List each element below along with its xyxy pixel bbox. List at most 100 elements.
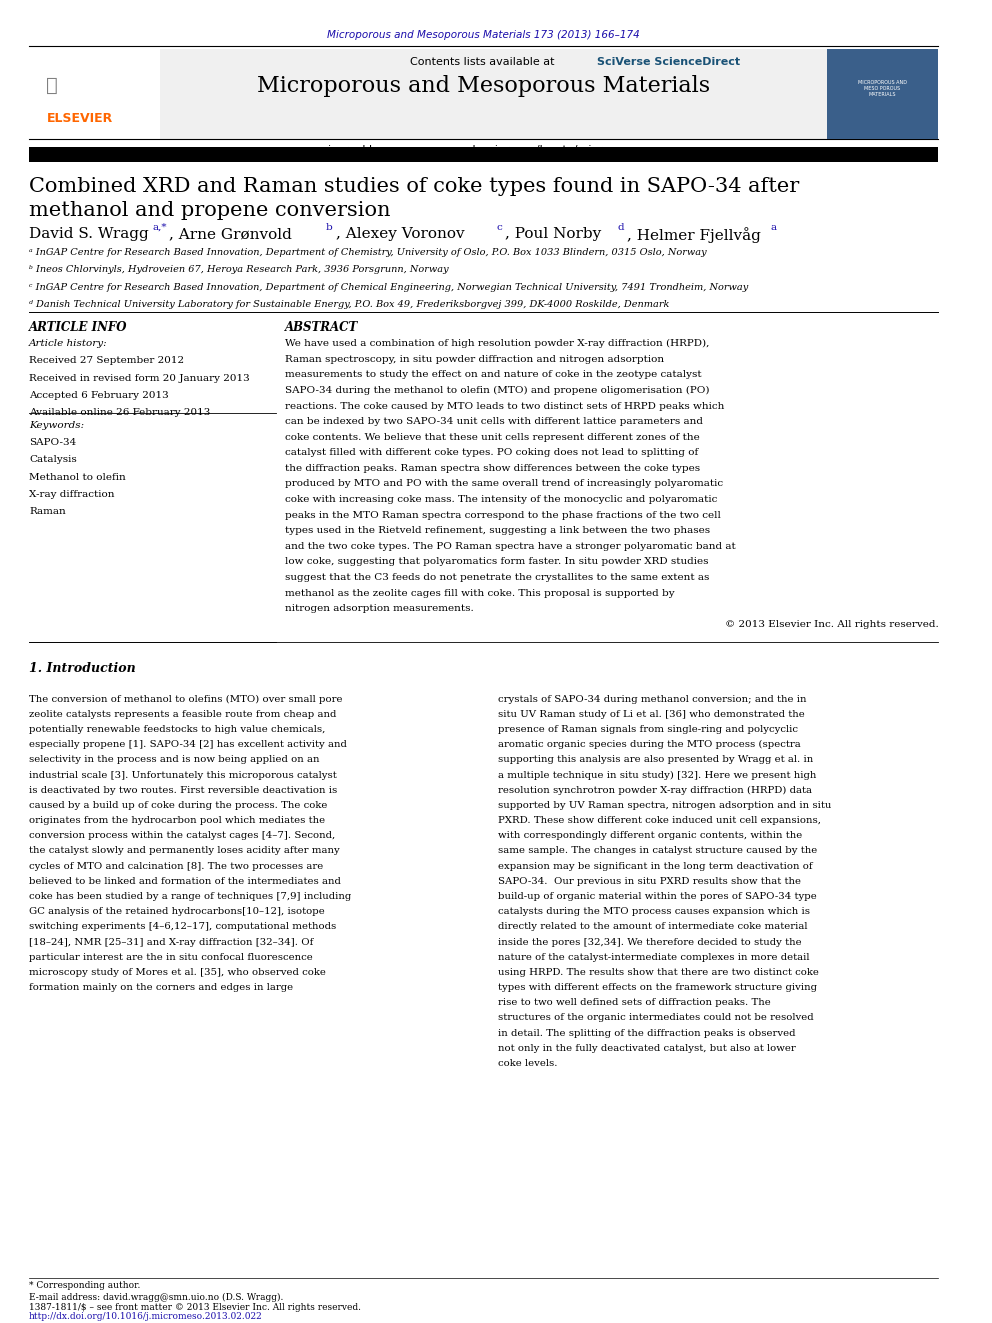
Text: and the two coke types. The PO Raman spectra have a stronger polyaromatic band a: and the two coke types. The PO Raman spe… (286, 542, 736, 550)
Text: X-ray diffraction: X-ray diffraction (29, 490, 114, 499)
Text: supported by UV Raman spectra, nitrogen adsorption and in situ: supported by UV Raman spectra, nitrogen … (498, 800, 831, 810)
Text: coke has been studied by a range of techniques [7,9] including: coke has been studied by a range of tech… (29, 892, 351, 901)
Text: measurements to study the effect on and nature of coke in the zeotype catalyst: measurements to study the effect on and … (286, 370, 702, 380)
Text: Methanol to olefin: Methanol to olefin (29, 472, 126, 482)
Text: formation mainly on the corners and edges in large: formation mainly on the corners and edge… (29, 983, 294, 992)
Text: , Poul Norby: , Poul Norby (505, 228, 601, 241)
Text: ABSTRACT: ABSTRACT (286, 320, 359, 333)
Text: E-mail address: david.wragg@smn.uio.no (D.S. Wragg).: E-mail address: david.wragg@smn.uio.no (… (29, 1293, 284, 1302)
Text: SciVerse ScienceDirect: SciVerse ScienceDirect (597, 57, 740, 66)
Text: build-up of organic material within the pores of SAPO-34 type: build-up of organic material within the … (498, 892, 817, 901)
Text: , Alexey Voronov: , Alexey Voronov (335, 228, 464, 241)
Text: methanol and propene conversion: methanol and propene conversion (29, 201, 391, 220)
Text: ELSEVIER: ELSEVIER (47, 112, 113, 126)
Text: coke with increasing coke mass. The intensity of the monocyclic and polyaromatic: coke with increasing coke mass. The inte… (286, 495, 718, 504)
Text: in detail. The splitting of the diffraction peaks is observed: in detail. The splitting of the diffract… (498, 1028, 796, 1037)
Text: Received 27 September 2012: Received 27 September 2012 (29, 356, 185, 365)
Text: ᶜ InGAP Centre for Research Based Innovation, Department of Chemical Engineering: ᶜ InGAP Centre for Research Based Innova… (29, 283, 748, 291)
Text: Microporous and Mesoporous Materials 173 (2013) 166–174: Microporous and Mesoporous Materials 173… (327, 30, 640, 41)
Text: caused by a build up of coke during the process. The coke: caused by a build up of coke during the … (29, 800, 327, 810)
Text: Microporous and Mesoporous Materials: Microporous and Mesoporous Materials (257, 75, 710, 98)
Text: expansion may be significant in the long term deactivation of: expansion may be significant in the long… (498, 861, 812, 871)
Text: 1. Introduction: 1. Introduction (29, 662, 136, 675)
Text: types used in the Rietveld refinement, suggesting a link between the two phases: types used in the Rietveld refinement, s… (286, 527, 710, 536)
Text: nature of the catalyst-intermediate complexes in more detail: nature of the catalyst-intermediate comp… (498, 953, 809, 962)
Text: journal homepage: www.elsevier.com/locate/micromeso: journal homepage: www.elsevier.com/locat… (327, 146, 640, 155)
Text: Raman: Raman (29, 507, 65, 516)
Text: Accepted 6 February 2013: Accepted 6 February 2013 (29, 390, 169, 400)
Text: cycles of MTO and calcination [8]. The two processes are: cycles of MTO and calcination [8]. The t… (29, 861, 323, 871)
Text: a: a (770, 224, 777, 232)
Text: types with different effects on the framework structure giving: types with different effects on the fram… (498, 983, 817, 992)
Text: PXRD. These show different coke induced unit cell expansions,: PXRD. These show different coke induced … (498, 816, 821, 826)
Text: situ UV Raman study of Li et al. [36] who demonstrated the: situ UV Raman study of Li et al. [36] wh… (498, 710, 805, 718)
Text: a multiple technique in situ study) [32]. Here we present high: a multiple technique in situ study) [32]… (498, 770, 816, 779)
Text: crystals of SAPO-34 during methanol conversion; and the in: crystals of SAPO-34 during methanol conv… (498, 695, 806, 704)
Text: not only in the fully deactivated catalyst, but also at lower: not only in the fully deactivated cataly… (498, 1044, 796, 1053)
Text: 1387-1811/$ – see front matter © 2013 Elsevier Inc. All rights reserved.: 1387-1811/$ – see front matter © 2013 El… (29, 1303, 361, 1312)
Text: inside the pores [32,34]. We therefore decided to study the: inside the pores [32,34]. We therefore d… (498, 938, 802, 946)
Text: can be indexed by two SAPO-34 unit cells with different lattice parameters and: can be indexed by two SAPO-34 unit cells… (286, 417, 703, 426)
Text: GC analysis of the retained hydrocarbons[10–12], isotope: GC analysis of the retained hydrocarbons… (29, 908, 324, 917)
Text: conversion process within the catalyst cages [4–7]. Second,: conversion process within the catalyst c… (29, 831, 335, 840)
FancyBboxPatch shape (29, 147, 938, 163)
Text: Raman spectroscopy, in situ powder diffraction and nitrogen adsorption: Raman spectroscopy, in situ powder diffr… (286, 355, 665, 364)
Text: originates from the hydrocarbon pool which mediates the: originates from the hydrocarbon pool whi… (29, 816, 325, 826)
Text: ARTICLE INFO: ARTICLE INFO (29, 320, 128, 333)
Text: supporting this analysis are also presented by Wragg et al. in: supporting this analysis are also presen… (498, 755, 813, 765)
Text: zeolite catalysts represents a feasible route from cheap and: zeolite catalysts represents a feasible … (29, 710, 336, 718)
Text: catalysts during the MTO process causes expansion which is: catalysts during the MTO process causes … (498, 908, 810, 917)
Text: switching experiments [4–6,12–17], computational methods: switching experiments [4–6,12–17], compu… (29, 922, 336, 931)
Text: © 2013 Elsevier Inc. All rights reserved.: © 2013 Elsevier Inc. All rights reserved… (725, 619, 938, 628)
Text: produced by MTO and PO with the same overall trend of increasingly polyaromatic: produced by MTO and PO with the same ove… (286, 479, 723, 488)
Text: structures of the organic intermediates could not be resolved: structures of the organic intermediates … (498, 1013, 813, 1023)
Text: suggest that the C3 feeds do not penetrate the crystallites to the same extent a: suggest that the C3 feeds do not penetra… (286, 573, 710, 582)
Text: , Helmer Fjellvåg: , Helmer Fjellvåg (627, 228, 761, 243)
Text: We have used a combination of high resolution powder X-ray diffraction (HRPD),: We have used a combination of high resol… (286, 339, 710, 348)
Text: directly related to the amount of intermediate coke material: directly related to the amount of interm… (498, 922, 807, 931)
Text: Available online 26 February 2013: Available online 26 February 2013 (29, 407, 210, 417)
Text: Keywords:: Keywords: (29, 421, 84, 430)
Text: the diffraction peaks. Raman spectra show differences between the coke types: the diffraction peaks. Raman spectra sho… (286, 464, 700, 472)
Text: b: b (326, 224, 332, 232)
Text: presence of Raman signals from single-ring and polycyclic: presence of Raman signals from single-ri… (498, 725, 799, 734)
Text: SAPO-34 during the methanol to olefin (MTO) and propene oligomerisation (PO): SAPO-34 during the methanol to olefin (M… (286, 386, 710, 396)
Text: particular interest are the in situ confocal fluorescence: particular interest are the in situ conf… (29, 953, 312, 962)
Text: ᵇ Ineos Chlorvinyls, Hydroveien 67, Heroya Research Park, 3936 Porsgrunn, Norway: ᵇ Ineos Chlorvinyls, Hydroveien 67, Hero… (29, 266, 448, 274)
Text: microscopy study of Mores et al. [35], who observed coke: microscopy study of Mores et al. [35], w… (29, 968, 326, 976)
Text: ᵈ Danish Technical University Laboratory for Sustainable Energy, P.O. Box 49, Fr: ᵈ Danish Technical University Laboratory… (29, 300, 670, 308)
Text: , Arne Grønvold: , Arne Grønvold (170, 228, 293, 241)
Text: catalyst filled with different coke types. PO coking does not lead to splitting : catalyst filled with different coke type… (286, 448, 698, 458)
Text: Catalysis: Catalysis (29, 455, 76, 464)
Text: resolution synchrotron powder X-ray diffraction (HRPD) data: resolution synchrotron powder X-ray diff… (498, 786, 812, 795)
Text: c: c (496, 224, 502, 232)
Text: selectivity in the process and is now being applied on an: selectivity in the process and is now be… (29, 755, 319, 765)
Text: MICROPOROUS AND
MESO POROUS
MATERIALS: MICROPOROUS AND MESO POROUS MATERIALS (858, 81, 907, 97)
Text: 🌿: 🌿 (47, 77, 59, 95)
Text: rise to two well defined sets of diffraction peaks. The: rise to two well defined sets of diffrac… (498, 999, 771, 1007)
Text: reactions. The coke caused by MTO leads to two distinct sets of HRPD peaks which: reactions. The coke caused by MTO leads … (286, 402, 725, 410)
Text: a,*: a,* (153, 224, 168, 232)
Text: using HRPD. The results show that there are two distinct coke: using HRPD. The results show that there … (498, 968, 819, 976)
FancyBboxPatch shape (29, 49, 160, 139)
Text: same sample. The changes in catalyst structure caused by the: same sample. The changes in catalyst str… (498, 847, 817, 856)
Text: SAPO-34.  Our previous in situ PXRD results show that the: SAPO-34. Our previous in situ PXRD resul… (498, 877, 802, 886)
Text: industrial scale [3]. Unfortunately this microporous catalyst: industrial scale [3]. Unfortunately this… (29, 770, 336, 779)
Text: * Corresponding author.: * Corresponding author. (29, 1281, 141, 1290)
Text: [18–24], NMR [25–31] and X-ray diffraction [32–34]. Of: [18–24], NMR [25–31] and X-ray diffracti… (29, 938, 313, 946)
Text: with correspondingly different organic contents, within the: with correspondingly different organic c… (498, 831, 803, 840)
Text: is deactivated by two routes. First reversible deactivation is: is deactivated by two routes. First reve… (29, 786, 337, 795)
Text: the catalyst slowly and permanently loses acidity after many: the catalyst slowly and permanently lose… (29, 847, 340, 856)
Text: Contents lists available at: Contents lists available at (410, 57, 558, 66)
Text: coke contents. We believe that these unit cells represent different zones of the: coke contents. We believe that these uni… (286, 433, 700, 442)
Text: David S. Wragg: David S. Wragg (29, 228, 149, 241)
Text: methanol as the zeolite cages fill with coke. This proposal is supported by: methanol as the zeolite cages fill with … (286, 589, 675, 598)
Text: Combined XRD and Raman studies of coke types found in SAPO-34 after: Combined XRD and Raman studies of coke t… (29, 177, 800, 196)
Text: Article history:: Article history: (29, 339, 108, 348)
Text: The conversion of methanol to olefins (MTO) over small pore: The conversion of methanol to olefins (M… (29, 695, 342, 704)
FancyBboxPatch shape (29, 49, 938, 139)
Text: d: d (617, 224, 624, 232)
Text: http://dx.doi.org/10.1016/j.micromeso.2013.02.022: http://dx.doi.org/10.1016/j.micromeso.20… (29, 1312, 263, 1322)
FancyBboxPatch shape (827, 49, 938, 139)
Text: aromatic organic species during the MTO process (spectra: aromatic organic species during the MTO … (498, 740, 801, 749)
